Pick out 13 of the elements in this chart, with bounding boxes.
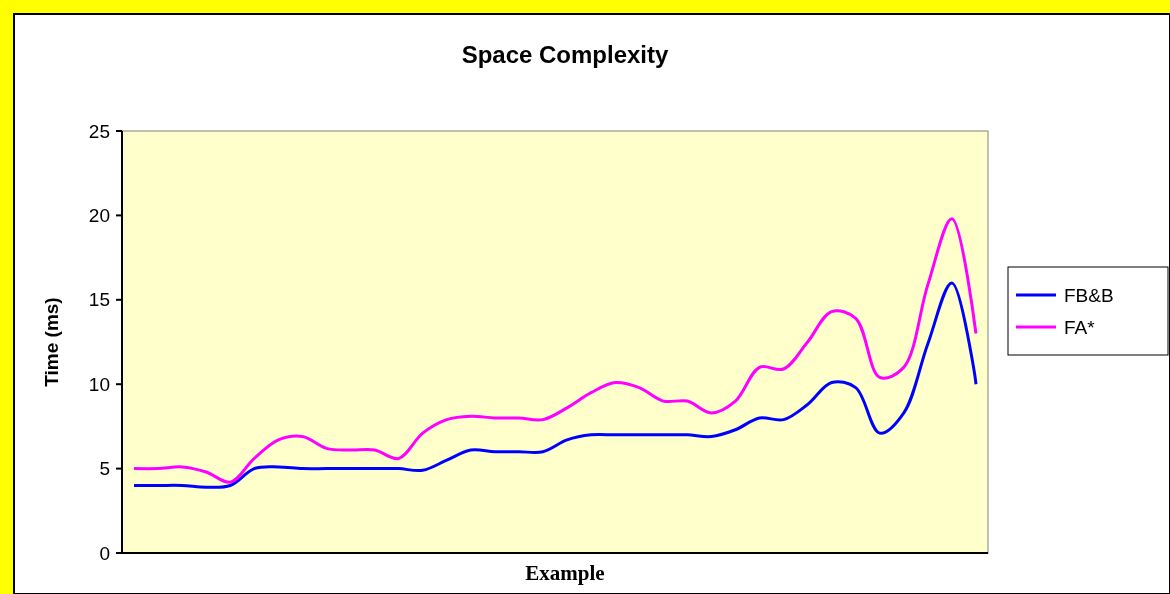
y-tick-label: 5 (99, 458, 110, 480)
y-tick-label: 10 (88, 373, 110, 395)
y-tick-label: 0 (99, 542, 110, 564)
chart-title: Space Complexity (461, 41, 670, 68)
y-axis-title: Time (ms) (41, 297, 62, 387)
y-tick-label: 15 (88, 289, 110, 311)
x-axis-title: Example (525, 561, 605, 585)
y-tick-label: 25 (88, 120, 110, 142)
line-series (132, 281, 978, 489)
legend-label: FA* (1064, 316, 1096, 338)
legend-label: FB&B (1064, 284, 1114, 306)
line-series (132, 217, 978, 484)
y-tick-label: 20 (88, 205, 110, 227)
